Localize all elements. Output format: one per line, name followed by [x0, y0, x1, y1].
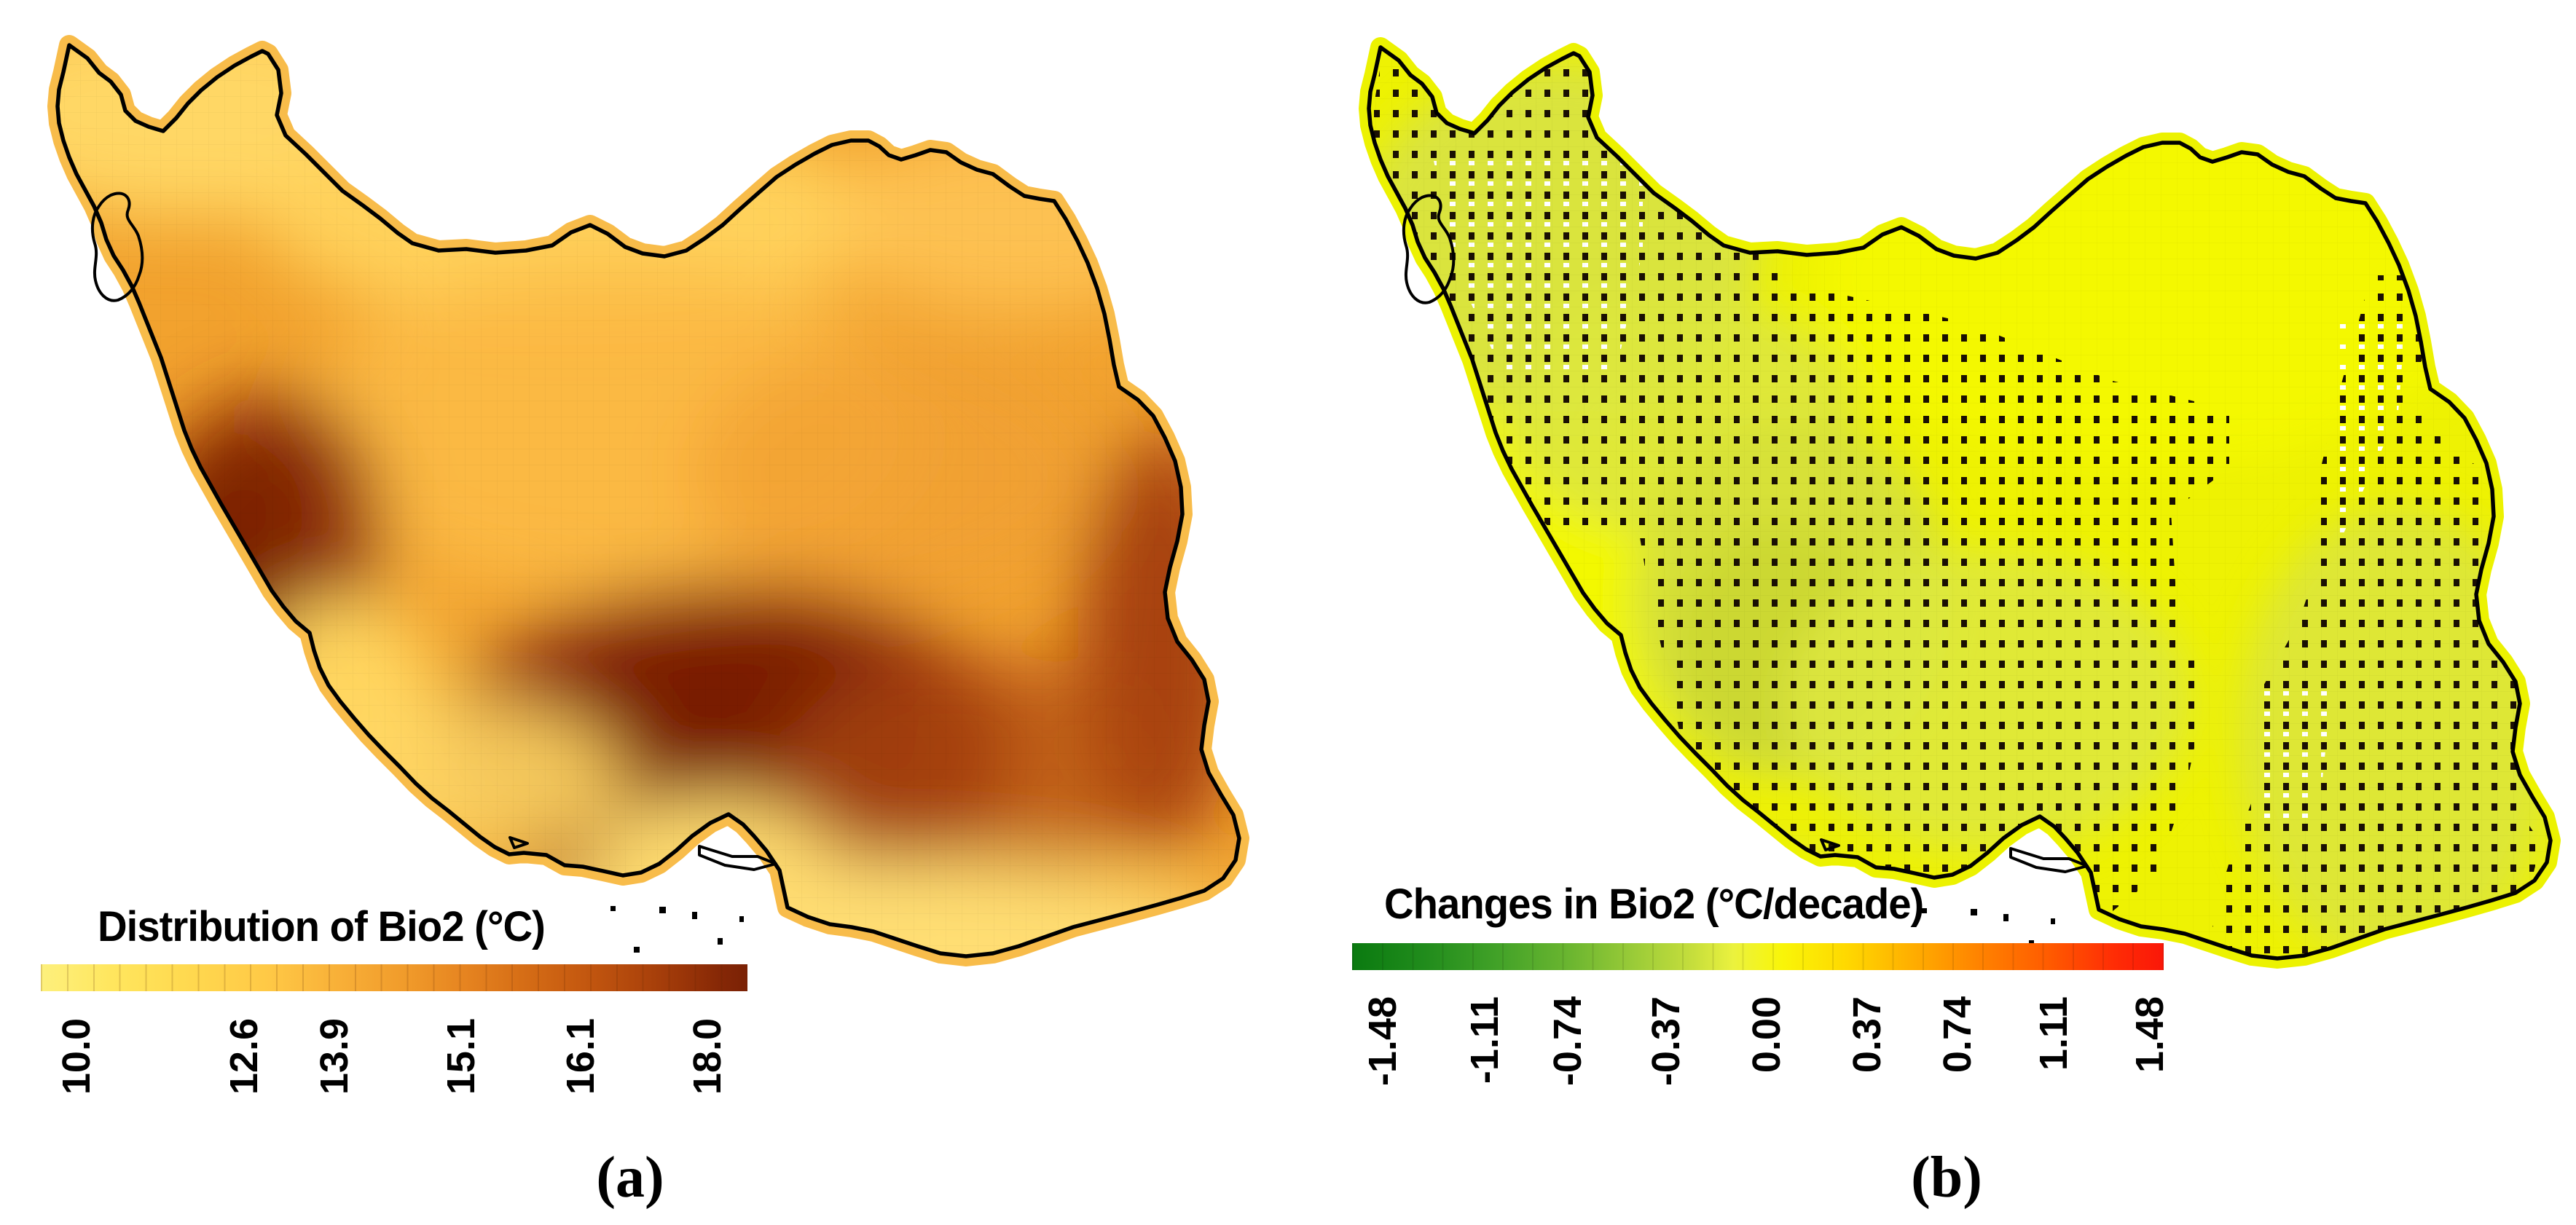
colorbar-b-ticks: -1.48 -1.11 -0.74 -0.37 0.00 0.37 0.74 1… — [1361, 996, 2172, 1086]
colorbar-a-tick: 15.1 — [439, 1018, 483, 1095]
colorbar-a-tick: 16.1 — [559, 1018, 602, 1095]
caption-panel-b: (b) — [1911, 1146, 1982, 1210]
legend-b-title: Changes in Bio2 (°C/decade) — [1384, 881, 1924, 928]
colorbar-b-tick: -1.48 — [1361, 996, 1405, 1086]
colorbar-a-ticks: 10.0 12.6 13.9 15.1 16.1 18.0 — [55, 1018, 729, 1095]
colorbar-b-tick: 0.00 — [1745, 996, 1788, 1073]
colorbar-b-tick: -1.11 — [1463, 996, 1507, 1084]
colorbar-a — [41, 964, 747, 991]
colorbar-b-tick: 0.37 — [1845, 996, 1889, 1073]
map-b — [1311, 2, 2576, 1022]
colorbar-b-tick: -0.74 — [1546, 996, 1590, 1086]
colorbar-b — [1352, 943, 2164, 970]
colorbar-b-tick: 1.11 — [2032, 996, 2076, 1071]
caption-panel-a: (a) — [596, 1146, 664, 1210]
colorbar-a-tick: 12.6 — [222, 1018, 266, 1095]
map-a — [0, 0, 1288, 1027]
colorbar-b-tick: -0.37 — [1644, 996, 1688, 1086]
colorbar-b-tick: 1.48 — [2128, 996, 2172, 1073]
colorbar-a-tick: 13.9 — [313, 1018, 356, 1095]
colorbar-b-tick: 0.74 — [1936, 996, 1979, 1073]
colorbar-a-tick: 10.0 — [55, 1018, 98, 1095]
gulf-island-specks-a — [610, 906, 744, 953]
colorbar-a-tick: 18.0 — [686, 1018, 729, 1095]
legend-a-title: Distribution of Bio2 (°C) — [98, 903, 546, 950]
